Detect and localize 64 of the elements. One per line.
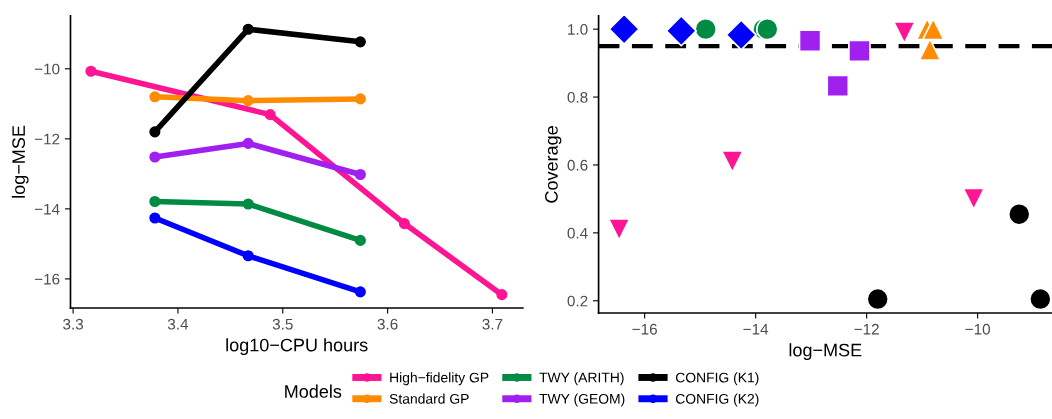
- point: [149, 212, 161, 224]
- legend-title: Models: [285, 384, 342, 398]
- x-tick-label: 3.3: [63, 318, 84, 330]
- point: [608, 15, 640, 45]
- point: [848, 39, 871, 63]
- y-axis-title: Coverage: [545, 126, 562, 203]
- y-tick-label: −14: [34, 203, 60, 215]
- x-tick-label: −12: [854, 323, 879, 335]
- point: [398, 218, 410, 230]
- y-tick-label: 0.6: [567, 159, 588, 171]
- point: [354, 36, 366, 48]
- point: [1007, 202, 1031, 226]
- x-tick-label: 3.5: [272, 318, 293, 330]
- point: [242, 137, 254, 149]
- point: [665, 15, 698, 47]
- point: [918, 38, 942, 61]
- y-tick-label: 0.8: [567, 91, 588, 103]
- legend-label: TWY (ARITH): [539, 372, 624, 386]
- point: [496, 289, 508, 301]
- point: [826, 74, 850, 98]
- y-tick-label: 0.4: [567, 227, 588, 239]
- y-axis-title: log−MSE: [11, 125, 29, 198]
- point: [1028, 287, 1052, 311]
- x-tick-label: 3.4: [167, 318, 189, 330]
- point: [921, 17, 945, 41]
- x-axis-title: log10−CPU hours: [226, 338, 368, 356]
- x-axis-title: log−MSE: [789, 343, 862, 361]
- point: [354, 93, 366, 105]
- x-tick-label: 3.7: [482, 318, 503, 330]
- y-tick-label: 1.0: [568, 24, 588, 35]
- x-tick-label: −14: [743, 323, 769, 335]
- y-tick-label: −16: [34, 273, 60, 285]
- point: [149, 195, 161, 208]
- point: [149, 126, 161, 138]
- point: [354, 168, 366, 181]
- point: [149, 151, 161, 163]
- x-tick-label: −16: [632, 323, 657, 335]
- point: [866, 287, 890, 311]
- legend-label: Standard GP: [389, 393, 469, 404]
- point: [354, 234, 366, 246]
- point: [354, 286, 366, 298]
- point: [962, 187, 986, 211]
- point: [720, 150, 744, 173]
- point: [893, 21, 916, 44]
- legend-label: High−fidelity GP: [390, 372, 489, 386]
- x-tick-label: 3.6: [377, 318, 398, 330]
- y-tick-label: 0.2: [567, 295, 588, 307]
- point: [798, 29, 822, 53]
- point: [725, 19, 757, 51]
- y-tick-label: −10: [34, 63, 60, 75]
- point: [85, 65, 97, 77]
- point: [242, 23, 254, 35]
- point: [242, 198, 254, 210]
- y-tick-label: −12: [34, 133, 60, 145]
- point: [242, 250, 254, 262]
- x-tick-label: −10: [965, 323, 990, 335]
- legend-label: CONFIG (K1): [675, 372, 759, 386]
- point: [607, 218, 631, 241]
- point: [149, 91, 161, 103]
- legend-label: CONFIG (K2): [675, 393, 759, 407]
- legend-label: TWY (GEOM): [539, 393, 625, 407]
- point: [242, 95, 254, 107]
- point: [694, 17, 718, 41]
- point: [264, 109, 276, 121]
